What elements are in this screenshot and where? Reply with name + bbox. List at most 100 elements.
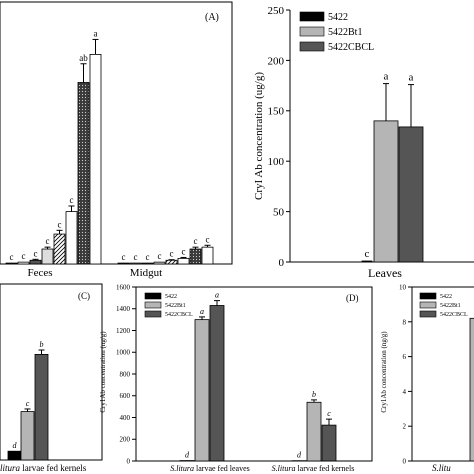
panel-c-label: (C)	[78, 291, 90, 301]
panel-a-significance-letter: c	[22, 251, 26, 261]
panel-d-significance-letter: b	[312, 390, 316, 399]
panel-a-bar	[53, 233, 66, 265]
panel-a-significance-letter: c	[70, 195, 74, 205]
panel-a-significance-letter: ab	[79, 53, 88, 63]
panel-c-bar	[7, 450, 22, 461]
panel-d-y-tick-label: 1400	[116, 305, 131, 313]
panel-d-bar	[209, 305, 225, 462]
panel-a-bar	[153, 261, 166, 265]
panel-a-significance-letter: c	[170, 249, 174, 259]
panel-b-y-tick-label: 50	[273, 206, 285, 218]
panel-e-legend-swatch	[419, 301, 437, 309]
panel-b-significance-letter: c	[365, 248, 370, 260]
panel-a-bar	[89, 54, 102, 265]
panel-d-significance-letter: a	[215, 291, 219, 300]
panel-e-y-tick-label: 8	[403, 318, 407, 326]
panel-c-bar	[20, 411, 35, 461]
panel-e-legend-swatch	[419, 292, 437, 300]
panel-b-y-tick-label: 150	[268, 106, 285, 118]
panel-a-significance-letter: c	[182, 246, 186, 256]
panel-e-y-axis-title: Cry1Ab concentration (ng/g)	[380, 331, 388, 413]
panel-b-legend-label: 5422CBCL	[328, 42, 374, 53]
panel-c-x-caption-rest: larvae fed kernels	[20, 463, 87, 473]
panel-c-significance-letter: d	[13, 441, 18, 450]
panel-d-y-tick-label: 1600	[116, 283, 131, 291]
panel-a-significance-letter: c	[10, 252, 14, 262]
panel-a-significance-letter: c	[134, 252, 138, 262]
panel-b-y-tick-label: 200	[268, 55, 285, 67]
panel-a-significance-letter: a	[94, 28, 98, 38]
panel-d-x-category-italic: S.litura	[170, 464, 194, 473]
panel-e-legend-label: 5422Bt1	[440, 303, 461, 309]
panel-c-x-caption: litura larvae fed kernels	[0, 463, 87, 473]
panel-d-x-category-italic: S.litura	[272, 464, 296, 473]
panel-a-bar	[17, 261, 30, 265]
panel-b-y-tick-label: 100	[268, 156, 285, 168]
panel-a-bar	[189, 248, 202, 265]
panel-e-legend-label: 5422	[440, 294, 452, 300]
panel-d-significance-letter: d	[297, 451, 302, 460]
panel-c-bar	[34, 353, 49, 461]
panel-a-significance-letter: c	[58, 219, 62, 229]
panel-d-legend-label: 5422Bt1	[165, 303, 186, 309]
panel-a-significance-letter: c	[194, 236, 198, 246]
panel-d-y-axis-title: Cry1Ab concentration (ng/g)	[99, 331, 107, 413]
panel-d-x-category: S.litura larvae fed kernels	[272, 464, 355, 473]
panel-d-legend-swatch	[144, 292, 162, 300]
panel-d-y-tick-label: 400	[120, 414, 131, 422]
panel-d-bar	[321, 424, 337, 462]
panel-a-bar	[165, 259, 178, 265]
panel-e-y-tick-label: 4	[403, 388, 407, 396]
panel-d-bar	[306, 401, 322, 462]
panel-a-significance-letter: c	[206, 234, 210, 244]
panel-e-frame	[411, 286, 474, 462]
panel-b-significance-letter: a	[409, 72, 414, 84]
panel-e-y-tick-label: 0	[403, 457, 407, 465]
panel-d-y-tick-label: 1000	[116, 349, 131, 357]
panel-b-chart: 0 50 100 150 200 250 CryI Ab concentration (u…	[253, 5, 474, 280]
panel-b-legend-swatch	[299, 11, 325, 22]
panel-b-legend-swatch	[299, 26, 325, 37]
panel-b-legend-label: 5422	[328, 12, 348, 23]
panel-b-bar	[373, 120, 399, 263]
panel-a-significance-letter: c	[146, 252, 150, 262]
panel-a-label: (A)	[205, 12, 219, 23]
panel-d-bar	[194, 319, 210, 462]
panel-d-y-tick-label: 200	[120, 436, 131, 444]
panel-a-bar	[117, 262, 130, 265]
panel-b-legend-label: 5422Bt1	[328, 27, 362, 38]
panel-a-frame	[0, 1, 233, 265]
panel-e-legend-label: 5422CBCL	[440, 312, 468, 318]
panel-e-bar	[469, 317, 474, 462]
panel-a-significance-letter: c	[46, 236, 50, 246]
panel-d-significance-letter: a	[200, 307, 204, 316]
panel-b-bar	[361, 260, 373, 263]
panel-a-bar	[29, 259, 42, 265]
panel-e-x-caption: S.litu	[432, 463, 451, 473]
panel-b-y-axis-title: CryI Ab concentration (ug/g)	[253, 72, 265, 200]
panel-d-y-tick-label: 600	[120, 392, 131, 400]
panel-c-significance-letter: b	[40, 340, 44, 349]
panel-e-legend-swatch	[419, 310, 437, 318]
panel-d-chart: (D) 0 200 400 600 800 1000 1200 1400 1600 Cry1Ab…	[99, 283, 373, 473]
panel-d-x-category-rest: larvae fed leaves	[194, 464, 250, 473]
panel-e-chart: 0 2 4 6 8 10 Cry1Ab concentration (ng/g) 5422…	[380, 283, 474, 473]
panel-d-y-tick-label: 0	[127, 457, 131, 465]
panel-d-y-tick-label: 1200	[116, 327, 131, 335]
panel-d-significance-letter: c	[327, 409, 331, 418]
panel-a-bar	[129, 262, 142, 265]
panel-a-bar	[5, 262, 18, 265]
panel-b-bar	[398, 126, 424, 263]
panel-a-significance-letter: c	[34, 248, 38, 258]
panel-c-significance-letter: c	[26, 399, 30, 408]
panel-a-x-category: Feces	[27, 267, 52, 279]
panel-a-bar	[77, 82, 90, 265]
panel-e-y-tick-label: 6	[403, 353, 407, 361]
panel-c-frame	[0, 283, 103, 461]
panel-d-legend-label: 5422	[165, 294, 177, 300]
panel-b-y-tick-label: 250	[268, 5, 285, 17]
panel-a-bar	[201, 246, 214, 265]
panel-a-bar	[41, 248, 54, 265]
